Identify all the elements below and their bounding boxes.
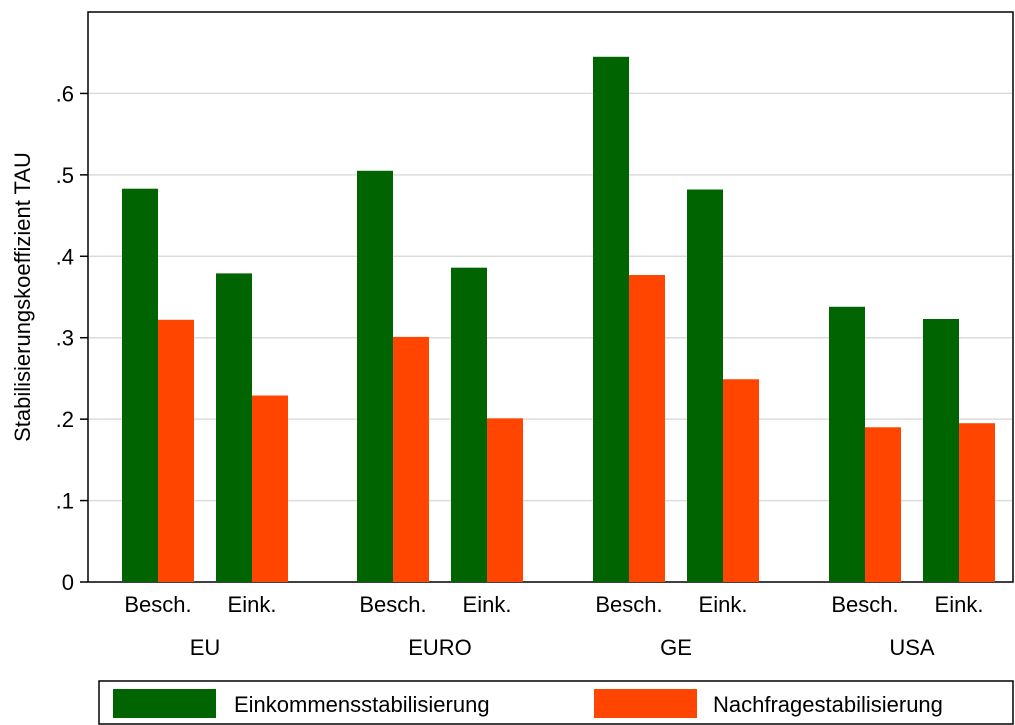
x-group-label-usa: USA: [889, 635, 935, 660]
x-subcategory-label: Eink.: [935, 592, 984, 617]
bar-ge-eink-einkommensstabilisierung: [687, 189, 723, 582]
bar-euro-eink-nachfragestabilisierung: [487, 418, 523, 582]
y-tick-label: 0: [62, 570, 74, 595]
bar-usa-eink-einkommensstabilisierung: [923, 318, 959, 582]
y-tick-label: .1: [56, 489, 74, 514]
y-tick-label: .6: [56, 81, 74, 106]
legend-label-einkommensstabilisierung: Einkommensstabilisierung: [234, 692, 490, 717]
plot-frame: [87, 11, 1014, 583]
bar-usa-eink-nachfragestabilisierung: [959, 423, 995, 582]
bar-ge-besch-einkommensstabilisierung: [593, 56, 629, 583]
bar-eu-besch-nachfragestabilisierung: [158, 319, 194, 582]
y-axis-ticks: 0 .1 .2 .3 .4 .5 .6: [56, 81, 88, 595]
bar-ge-eink-nachfragestabilisierung: [723, 379, 759, 582]
y-tick-label: .4: [56, 244, 74, 269]
bar-usa-besch-einkommensstabilisierung: [829, 306, 865, 582]
bars: [122, 56, 995, 583]
bar-eu-besch-einkommensstabilisierung: [122, 188, 158, 582]
x-group-label-ge: GE: [660, 635, 692, 660]
bar-euro-eink-einkommensstabilisierung: [451, 267, 487, 582]
x-subcategory-label: Besch.: [595, 592, 662, 617]
legend-swatch-nachfragestabilisierung: [594, 689, 697, 718]
y-tick-label: .2: [56, 407, 74, 432]
bar-usa-besch-nachfragestabilisierung: [865, 427, 901, 582]
y-tick-label: .3: [56, 326, 74, 351]
legend-label-nachfragestabilisierung: Nachfragestabilisierung: [713, 692, 943, 717]
x-group-label-eu: EU: [190, 635, 221, 660]
x-subcategory-label: Besch.: [359, 592, 426, 617]
x-subcategory-label: Besch.: [831, 592, 898, 617]
x-group-label-euro: EURO: [408, 635, 472, 660]
x-subcategory-label: Eink.: [463, 592, 512, 617]
x-subcategory-label: Eink.: [228, 592, 277, 617]
bar-euro-besch-einkommensstabilisierung: [357, 170, 393, 583]
bar-eu-eink-einkommensstabilisierung: [216, 273, 252, 582]
bar-eu-eink-nachfragestabilisierung: [252, 395, 288, 582]
legend-swatch-einkommensstabilisierung: [113, 689, 216, 718]
bar-ge-besch-nachfragestabilisierung: [629, 275, 665, 582]
legend-frame: [98, 680, 1014, 725]
y-axis-label: Stabilisierungskoeffizient TAU: [10, 152, 35, 442]
x-subcategory-label: Besch.: [124, 592, 191, 617]
legend: Einkommensstabilisierung Nachfragestabil…: [98, 680, 1014, 725]
x-subcategory-label: Eink.: [699, 592, 748, 617]
bar-euro-besch-nachfragestabilisierung: [393, 336, 429, 582]
x-axis-labels: Besch. Eink. EU Besch. Eink. EURO Besch. Eink. G…: [124, 592, 983, 660]
y-tick-label: .5: [56, 163, 74, 188]
